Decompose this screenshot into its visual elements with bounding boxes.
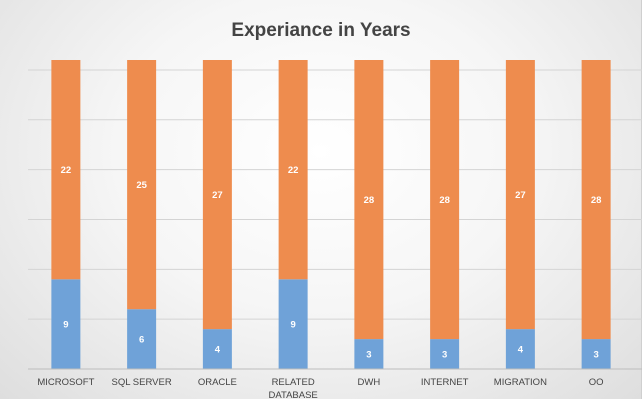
bar-segment — [51, 60, 81, 280]
bar-segment — [127, 60, 157, 310]
bar-segment — [430, 339, 460, 369]
bar-segment — [505, 60, 535, 330]
category-label: INTERNET — [421, 377, 469, 388]
category-label: MIGRATION — [494, 377, 547, 388]
category-label: DWH — [358, 377, 381, 388]
data-label: 4 — [215, 345, 221, 356]
category-label: RELATED DATABASE — [268, 377, 317, 399]
bar-segment — [430, 60, 460, 340]
data-label: 3 — [593, 350, 598, 361]
chart-title: Experiance in Years — [231, 20, 411, 41]
data-label: 22 — [288, 165, 299, 176]
data-label: 28 — [364, 195, 375, 206]
data-label: 27 — [212, 190, 223, 201]
bar-segment — [505, 329, 535, 369]
bar-segment — [202, 329, 232, 369]
data-label: 28 — [439, 195, 450, 206]
data-label: 9 — [290, 320, 295, 331]
data-label: 9 — [63, 320, 68, 331]
data-label: 27 — [515, 190, 526, 201]
bar-segment — [51, 279, 81, 369]
data-label: 28 — [591, 195, 602, 206]
data-label: 6 — [139, 335, 144, 346]
data-label: 4 — [518, 345, 524, 356]
bar-segment — [127, 309, 157, 369]
category-label: SQL SERVER — [112, 377, 172, 388]
category-label: MICROSOFT — [37, 377, 94, 388]
bar-segment — [278, 60, 308, 280]
bar-segment — [581, 339, 611, 369]
category-label: ORACLE — [198, 377, 237, 388]
bar-segment — [354, 60, 384, 340]
category-label: OO — [589, 377, 604, 388]
bar-segment — [581, 60, 611, 340]
data-label: 3 — [442, 350, 447, 361]
data-label: 22 — [61, 165, 72, 176]
bar-segment — [354, 339, 384, 369]
data-label: 3 — [366, 350, 371, 361]
bar-segment — [278, 279, 308, 369]
data-label: 25 — [136, 180, 147, 191]
bar-segment — [202, 60, 232, 330]
